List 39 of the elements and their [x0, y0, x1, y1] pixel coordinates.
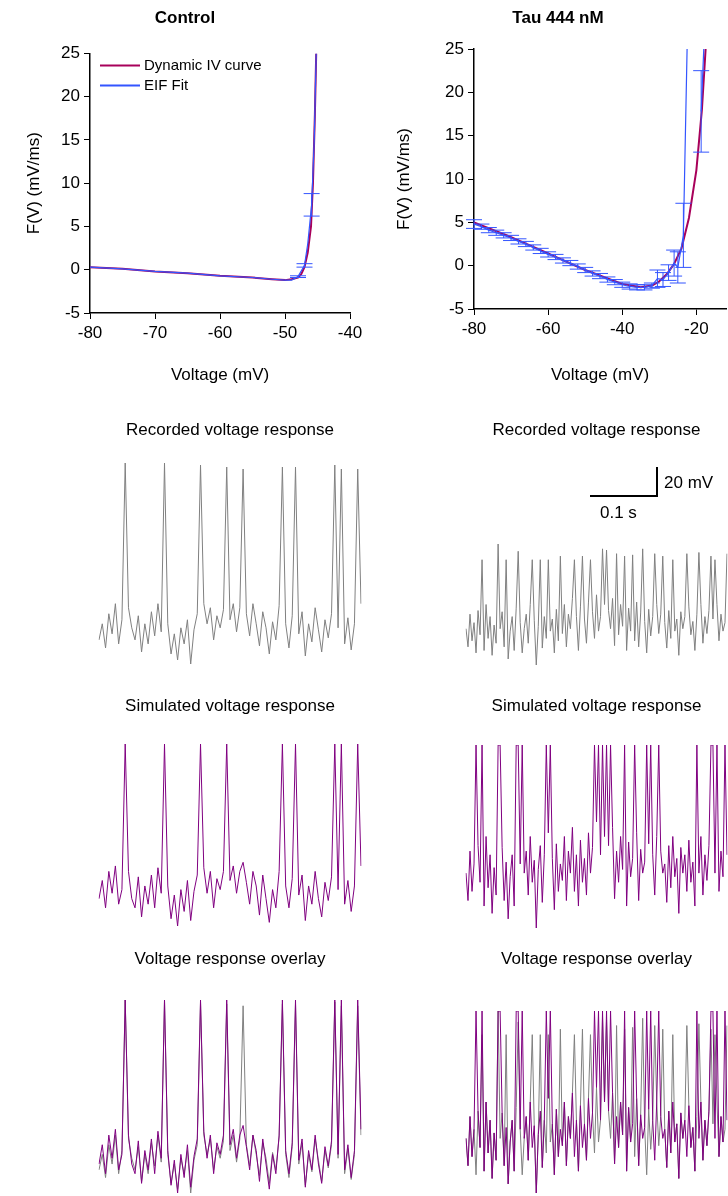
chart-title: Recorded voltage response: [492, 419, 701, 439]
x-axis-title: Voltage (mV): [170, 365, 270, 385]
x-tick-label: -60: [207, 322, 233, 342]
x-tick-label: -40: [609, 318, 635, 338]
text: 20 mV: [664, 473, 714, 493]
chart-title: Simulated voltage response: [125, 695, 335, 715]
x-axis-title: Voltage (mV): [550, 365, 650, 385]
chart-title: Simulated voltage response: [491, 695, 702, 715]
y-tick-label: -5: [64, 302, 80, 322]
y-tick-label: -5: [448, 298, 464, 318]
chart-title: Voltage response overlay: [501, 948, 693, 968]
y-tick-label: 5: [70, 216, 80, 236]
chart-title: Voltage response overlay: [134, 948, 326, 968]
chart-title: Control: [154, 7, 216, 27]
x-tick-label: -40: [337, 322, 363, 342]
y-tick-label: 0: [70, 259, 80, 279]
y-axis-title: F(V) (mV/ms): [23, 132, 43, 235]
y-tick-label: 5: [454, 212, 464, 232]
x-tick-label: -50: [272, 322, 298, 342]
y-tick-label: 20: [61, 86, 80, 106]
y-tick-label: 25: [445, 38, 464, 58]
x-tick-label: -60: [535, 318, 561, 338]
text: 0.1 s: [600, 503, 637, 523]
y-tick-label: 0: [454, 255, 464, 275]
x-tick-label: -80: [77, 322, 103, 342]
legend-label: Dynamic IV curve: [144, 55, 262, 73]
y-tick-label: 10: [61, 172, 80, 192]
y-tick-label: 15: [61, 129, 80, 149]
chart-title: Tau 444 nM: [512, 7, 604, 27]
y-tick-label: 25: [61, 43, 80, 63]
x-tick-label: -80: [461, 318, 487, 338]
y-tick-label: 20: [445, 82, 464, 102]
x-tick-label: -20: [684, 318, 709, 338]
chart-title: Recorded voltage response: [126, 419, 334, 439]
y-tick-label: 15: [445, 125, 464, 145]
legend-label: EIF Fit: [144, 75, 189, 93]
y-axis-title: F(V) (mV/ms): [393, 128, 413, 230]
y-tick-label: 10: [445, 168, 464, 188]
x-tick-label: -70: [142, 322, 168, 342]
